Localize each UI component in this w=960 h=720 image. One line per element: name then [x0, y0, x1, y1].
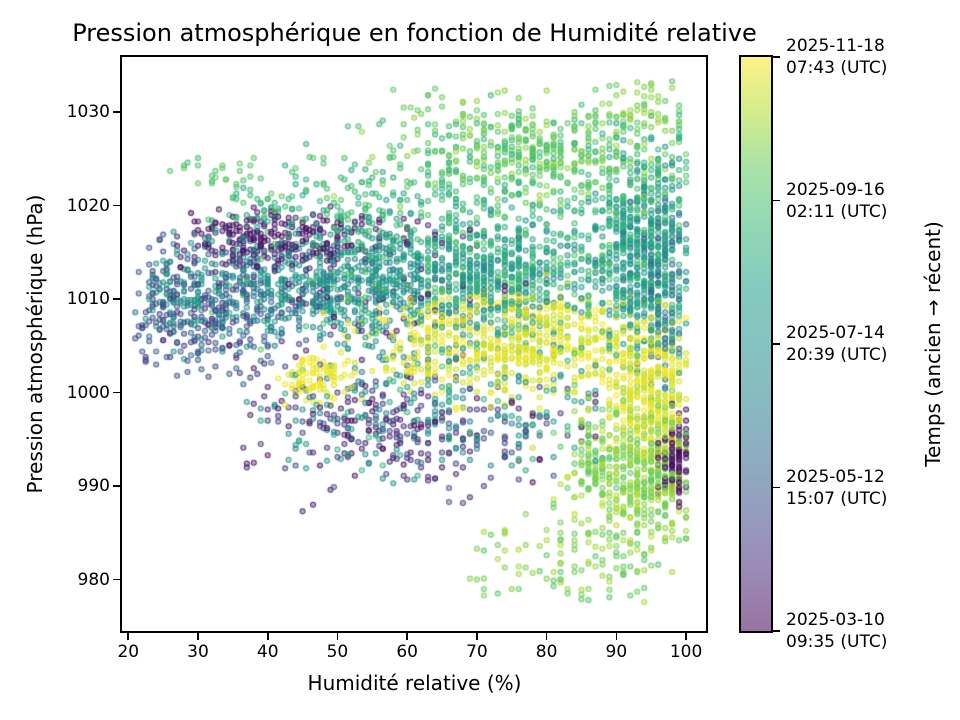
colorbar-tick-label: 2025-05-12 15:07 (UTC) [786, 466, 888, 509]
colorbar-tick-mark [773, 343, 780, 345]
x-tick-label: 40 [256, 642, 279, 662]
x-tick-mark [336, 633, 339, 640]
x-tick-label: 70 [466, 642, 488, 662]
x-tick-mark [545, 633, 548, 640]
colorbar-tick-label: 2025-03-10 09:35 (UTC) [786, 610, 888, 652]
x-tick-label: 20 [117, 642, 140, 662]
chart-title: Pression atmosphérique en fonction de Hu… [72, 19, 757, 47]
y-tick-mark [113, 391, 120, 394]
y-tick-mark [113, 485, 120, 487]
x-tick-mark [476, 633, 478, 640]
y-tick-label: 1020 [66, 195, 110, 216]
y-tick-mark [113, 204, 120, 207]
y-tick-mark [113, 111, 120, 114]
x-axis-label: Humidité relative (%) [307, 671, 522, 695]
x-tick-mark [685, 633, 687, 640]
y-tick-label: 1000 [66, 382, 110, 403]
colorbar-tick-mark [773, 486, 780, 489]
y-tick-label: 1010 [66, 289, 110, 310]
x-tick-label: 80 [535, 642, 558, 662]
x-tick-label: 60 [396, 642, 418, 662]
y-tick-mark [113, 578, 120, 581]
x-tick-mark [127, 633, 130, 640]
y-tick-label: 980 [77, 569, 110, 590]
colorbar-tick-mark [773, 56, 780, 58]
colorbar-tick-mark [773, 630, 780, 632]
x-tick-mark [197, 633, 199, 640]
y-tick-label: 990 [77, 476, 110, 497]
x-tick-mark [615, 633, 618, 640]
x-tick-label: 90 [605, 642, 628, 662]
y-tick-label: 1030 [66, 102, 110, 123]
x-tick-mark [266, 633, 269, 640]
y-tick-mark [113, 298, 120, 300]
y-axis-label: Pression atmosphérique (hPa) [23, 194, 47, 494]
x-tick-label: 100 [669, 642, 703, 662]
colorbar-gradient [741, 57, 771, 631]
colorbar-tick-label: 2025-11-18 07:43 (UTC) [786, 36, 888, 78]
x-tick-label: 50 [326, 642, 349, 662]
colorbar-tick-label: 2025-09-16 02:11 (UTC) [786, 179, 888, 222]
colorbar-label: Temps (ancien → récent) [921, 221, 945, 467]
x-tick-label: 30 [187, 642, 209, 662]
colorbar-tick-label: 2025-07-14 20:39 (UTC) [786, 323, 888, 365]
colorbar [739, 55, 773, 633]
colorbar-tick-mark [773, 199, 780, 202]
scatter-points-canvas [122, 57, 707, 631]
x-tick-mark [406, 633, 409, 640]
